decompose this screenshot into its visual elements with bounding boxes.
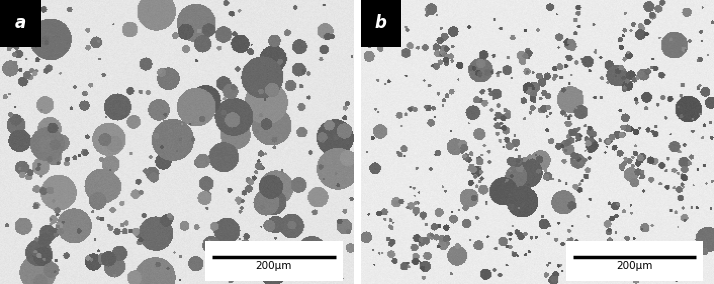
FancyBboxPatch shape — [361, 0, 401, 47]
Text: 200μm: 200μm — [256, 261, 292, 271]
Text: b: b — [375, 14, 387, 32]
Text: a: a — [15, 14, 26, 32]
FancyBboxPatch shape — [565, 241, 703, 281]
Text: 200μm: 200μm — [616, 261, 653, 271]
FancyBboxPatch shape — [0, 0, 41, 47]
FancyBboxPatch shape — [205, 241, 343, 281]
